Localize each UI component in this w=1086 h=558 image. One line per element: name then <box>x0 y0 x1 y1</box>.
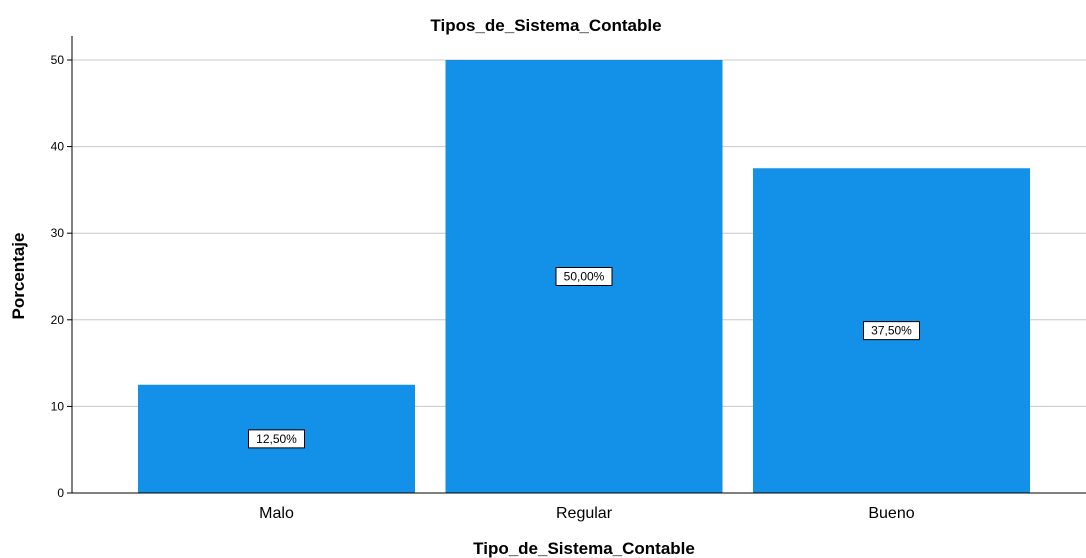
data-label: 50,00% <box>564 270 605 284</box>
x-axis-title: Tipo_de_Sistema_Contable <box>473 539 695 558</box>
y-tick-label: 10 <box>51 399 65 413</box>
y-tick-label: 20 <box>51 313 65 327</box>
y-axis-title: Porcentaje <box>9 233 28 320</box>
x-tick-label: Malo <box>259 505 294 522</box>
x-tick-label: Bueno <box>868 505 914 522</box>
data-label-box <box>863 321 920 341</box>
y-tick-label: 50 <box>51 53 65 67</box>
data-label: 12,50% <box>256 432 297 446</box>
x-ticks: Malo Regular Bueno <box>259 505 915 522</box>
data-labels: 12,50% 50,00% 37,50% <box>248 267 920 449</box>
y-ticks: 0 10 20 30 40 50 <box>51 53 72 500</box>
y-tick-label: 0 <box>57 486 64 500</box>
y-tick-label: 40 <box>51 140 65 154</box>
data-label-box <box>248 429 305 449</box>
y-tick-label: 30 <box>51 226 65 240</box>
data-label-box <box>555 267 613 286</box>
chart-title: Tipos_de_Sistema_Contable <box>430 16 661 35</box>
data-label: 37,50% <box>871 324 912 338</box>
x-tick-label: Regular <box>556 505 613 522</box>
